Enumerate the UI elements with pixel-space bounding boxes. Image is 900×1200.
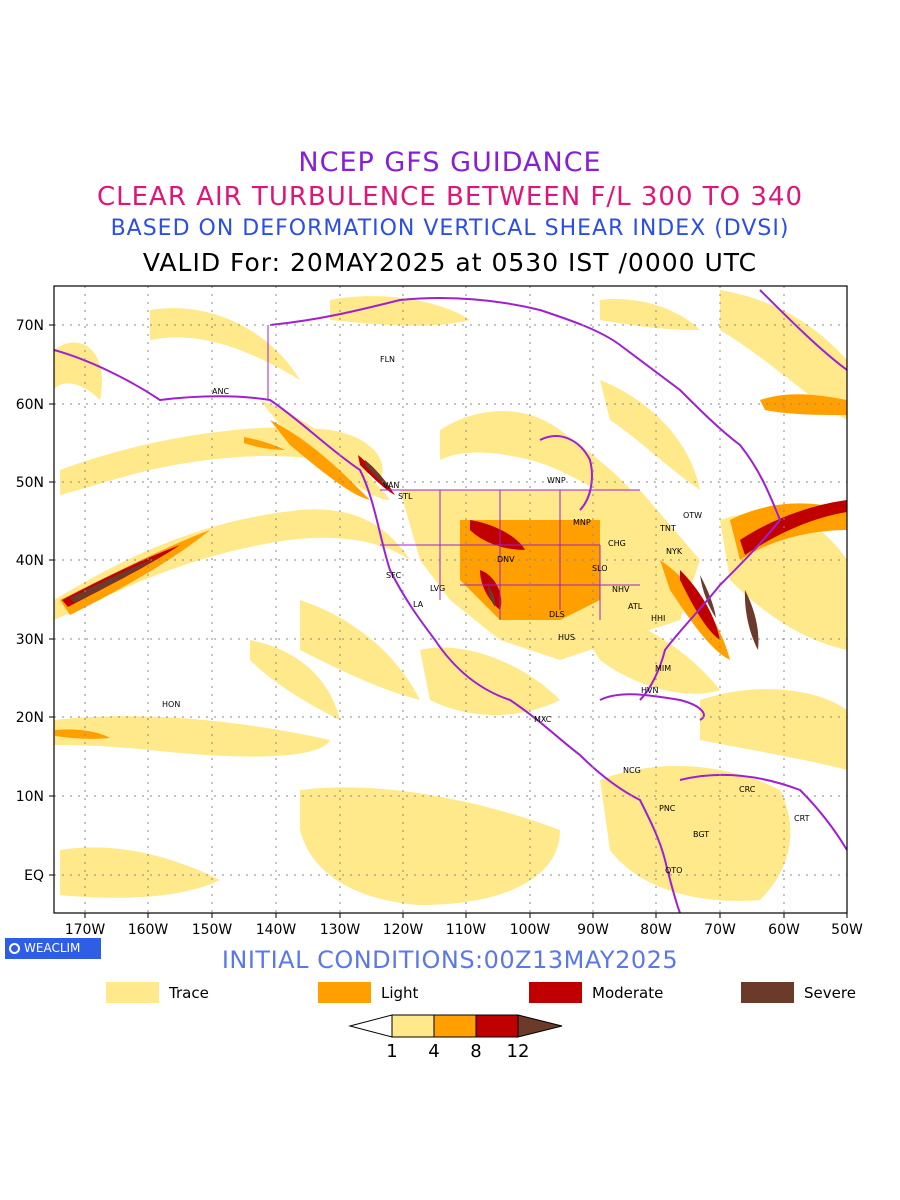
legend-label: Trace bbox=[169, 984, 209, 1002]
initial-conditions: INITIAL CONDITIONS:00Z13MAY2025 bbox=[221, 946, 679, 974]
city-label: MIM bbox=[655, 664, 671, 673]
city-label: BGT bbox=[693, 830, 709, 839]
x-tick-label: 100W bbox=[510, 922, 551, 938]
colorbar-severe bbox=[517, 1014, 563, 1038]
tick-marks bbox=[49, 324, 848, 918]
x-tick-label: 110W bbox=[446, 922, 487, 938]
city-label: HUS bbox=[558, 633, 575, 642]
title-product: CLEAR AIR TURBULENCE BETWEEN F/L 300 TO … bbox=[96, 182, 804, 212]
x-tick-label: 170W bbox=[65, 922, 106, 938]
state-borders bbox=[267, 325, 640, 620]
x-tick-label: 150W bbox=[192, 922, 233, 938]
title-model: NCEP GFS GUIDANCE bbox=[298, 147, 602, 178]
city-labels: FLN ANC VAN STL WNP MNP OTW TNT CHG NYK … bbox=[162, 355, 810, 875]
colorbar-light bbox=[433, 1014, 477, 1038]
legend-label: Light bbox=[381, 984, 419, 1002]
legend-swatch bbox=[529, 982, 582, 1003]
city-label: LVG bbox=[430, 584, 445, 593]
city-label: HON bbox=[162, 700, 180, 709]
x-tick-label: 80W bbox=[640, 922, 672, 938]
city-label: SFC bbox=[386, 571, 402, 580]
city-label: HVN bbox=[641, 686, 658, 695]
y-tick-label: EQ bbox=[24, 868, 44, 884]
city-label: NYK bbox=[666, 547, 683, 556]
legend-swatch bbox=[318, 982, 371, 1003]
city-label: ANC bbox=[212, 387, 229, 396]
title-valid-time: VALID For: 20MAY2025 at 0530 IST /0000 U… bbox=[142, 248, 758, 277]
trace-areas bbox=[54, 290, 847, 905]
y-tick-label: 30N bbox=[16, 632, 44, 648]
weaclim-logo: WEACLIM bbox=[5, 938, 101, 959]
grid-lines bbox=[54, 286, 847, 913]
city-label: DNV bbox=[497, 555, 515, 564]
x-tick-label: 50W bbox=[831, 922, 863, 938]
city-label: NHV bbox=[612, 585, 630, 594]
title-method: BASED ON DEFORMATION VERTICAL SHEAR INDE… bbox=[110, 216, 790, 241]
x-tick-label: 120W bbox=[383, 922, 424, 938]
logo-ring-icon bbox=[9, 943, 20, 954]
city-label: WNP bbox=[547, 476, 566, 485]
city-label: HHI bbox=[651, 614, 665, 623]
city-label: TNT bbox=[659, 524, 676, 533]
city-label: MNP bbox=[573, 518, 591, 527]
colorbar: 1 4 8 12 bbox=[348, 1014, 563, 1062]
colorbar-label: 1 bbox=[386, 1041, 397, 1062]
turbulence-field: FLN ANC VAN STL WNP MNP OTW TNT CHG NYK … bbox=[54, 286, 847, 913]
city-label: PNC bbox=[659, 804, 676, 813]
legend-label: Severe bbox=[804, 984, 856, 1002]
x-tick-label: 160W bbox=[128, 922, 169, 938]
colorbar-label: 4 bbox=[428, 1041, 439, 1062]
city-label: ATL bbox=[628, 602, 643, 611]
colorbar-low bbox=[348, 1014, 393, 1038]
city-label: LA bbox=[413, 600, 424, 609]
y-tick-label: 20N bbox=[16, 710, 44, 726]
colorbar-trace bbox=[391, 1014, 435, 1038]
city-label: CHG bbox=[608, 539, 626, 548]
city-label: NCG bbox=[623, 766, 641, 775]
legend-label: Moderate bbox=[592, 984, 664, 1002]
x-tick-label: 140W bbox=[256, 922, 297, 938]
city-label: VAN bbox=[383, 481, 399, 490]
y-tick-label: 40N bbox=[16, 553, 44, 569]
city-label: FLN bbox=[380, 355, 395, 364]
city-label: OTW bbox=[683, 511, 702, 520]
x-tick-label: 90W bbox=[577, 922, 609, 938]
legend-swatch bbox=[106, 982, 159, 1003]
colorbar-label: 8 bbox=[470, 1041, 481, 1062]
map-frame bbox=[53, 285, 848, 914]
coastlines bbox=[54, 289, 847, 913]
x-tick-label: 60W bbox=[768, 922, 800, 938]
x-tick-label: 70W bbox=[704, 922, 736, 938]
city-label: STL bbox=[398, 492, 413, 501]
city-label: CRC bbox=[739, 785, 756, 794]
colorbar-moderate bbox=[475, 1014, 519, 1038]
y-tick-label: 50N bbox=[16, 475, 44, 491]
legend-swatch bbox=[741, 982, 794, 1003]
city-label: MXC bbox=[534, 715, 552, 724]
y-tick-label: 10N bbox=[16, 789, 44, 805]
city-label: DLS bbox=[549, 610, 565, 619]
x-tick-label: 130W bbox=[320, 922, 361, 938]
logo-text: WEACLIM bbox=[24, 941, 81, 955]
city-label: SLO bbox=[592, 564, 608, 573]
x-axis-labels: 170W 160W 150W 140W 130W 120W 110W 100W … bbox=[65, 922, 863, 938]
colorbar-label: 12 bbox=[507, 1041, 530, 1062]
severe-areas bbox=[70, 460, 759, 650]
y-tick-label: 70N bbox=[16, 318, 44, 334]
city-label: CRT bbox=[794, 814, 810, 823]
city-label: QTO bbox=[665, 866, 682, 875]
y-tick-label: 60N bbox=[16, 397, 44, 413]
y-axis-labels: 70N 60N 50N 40N 30N 20N 10N EQ bbox=[16, 318, 44, 884]
